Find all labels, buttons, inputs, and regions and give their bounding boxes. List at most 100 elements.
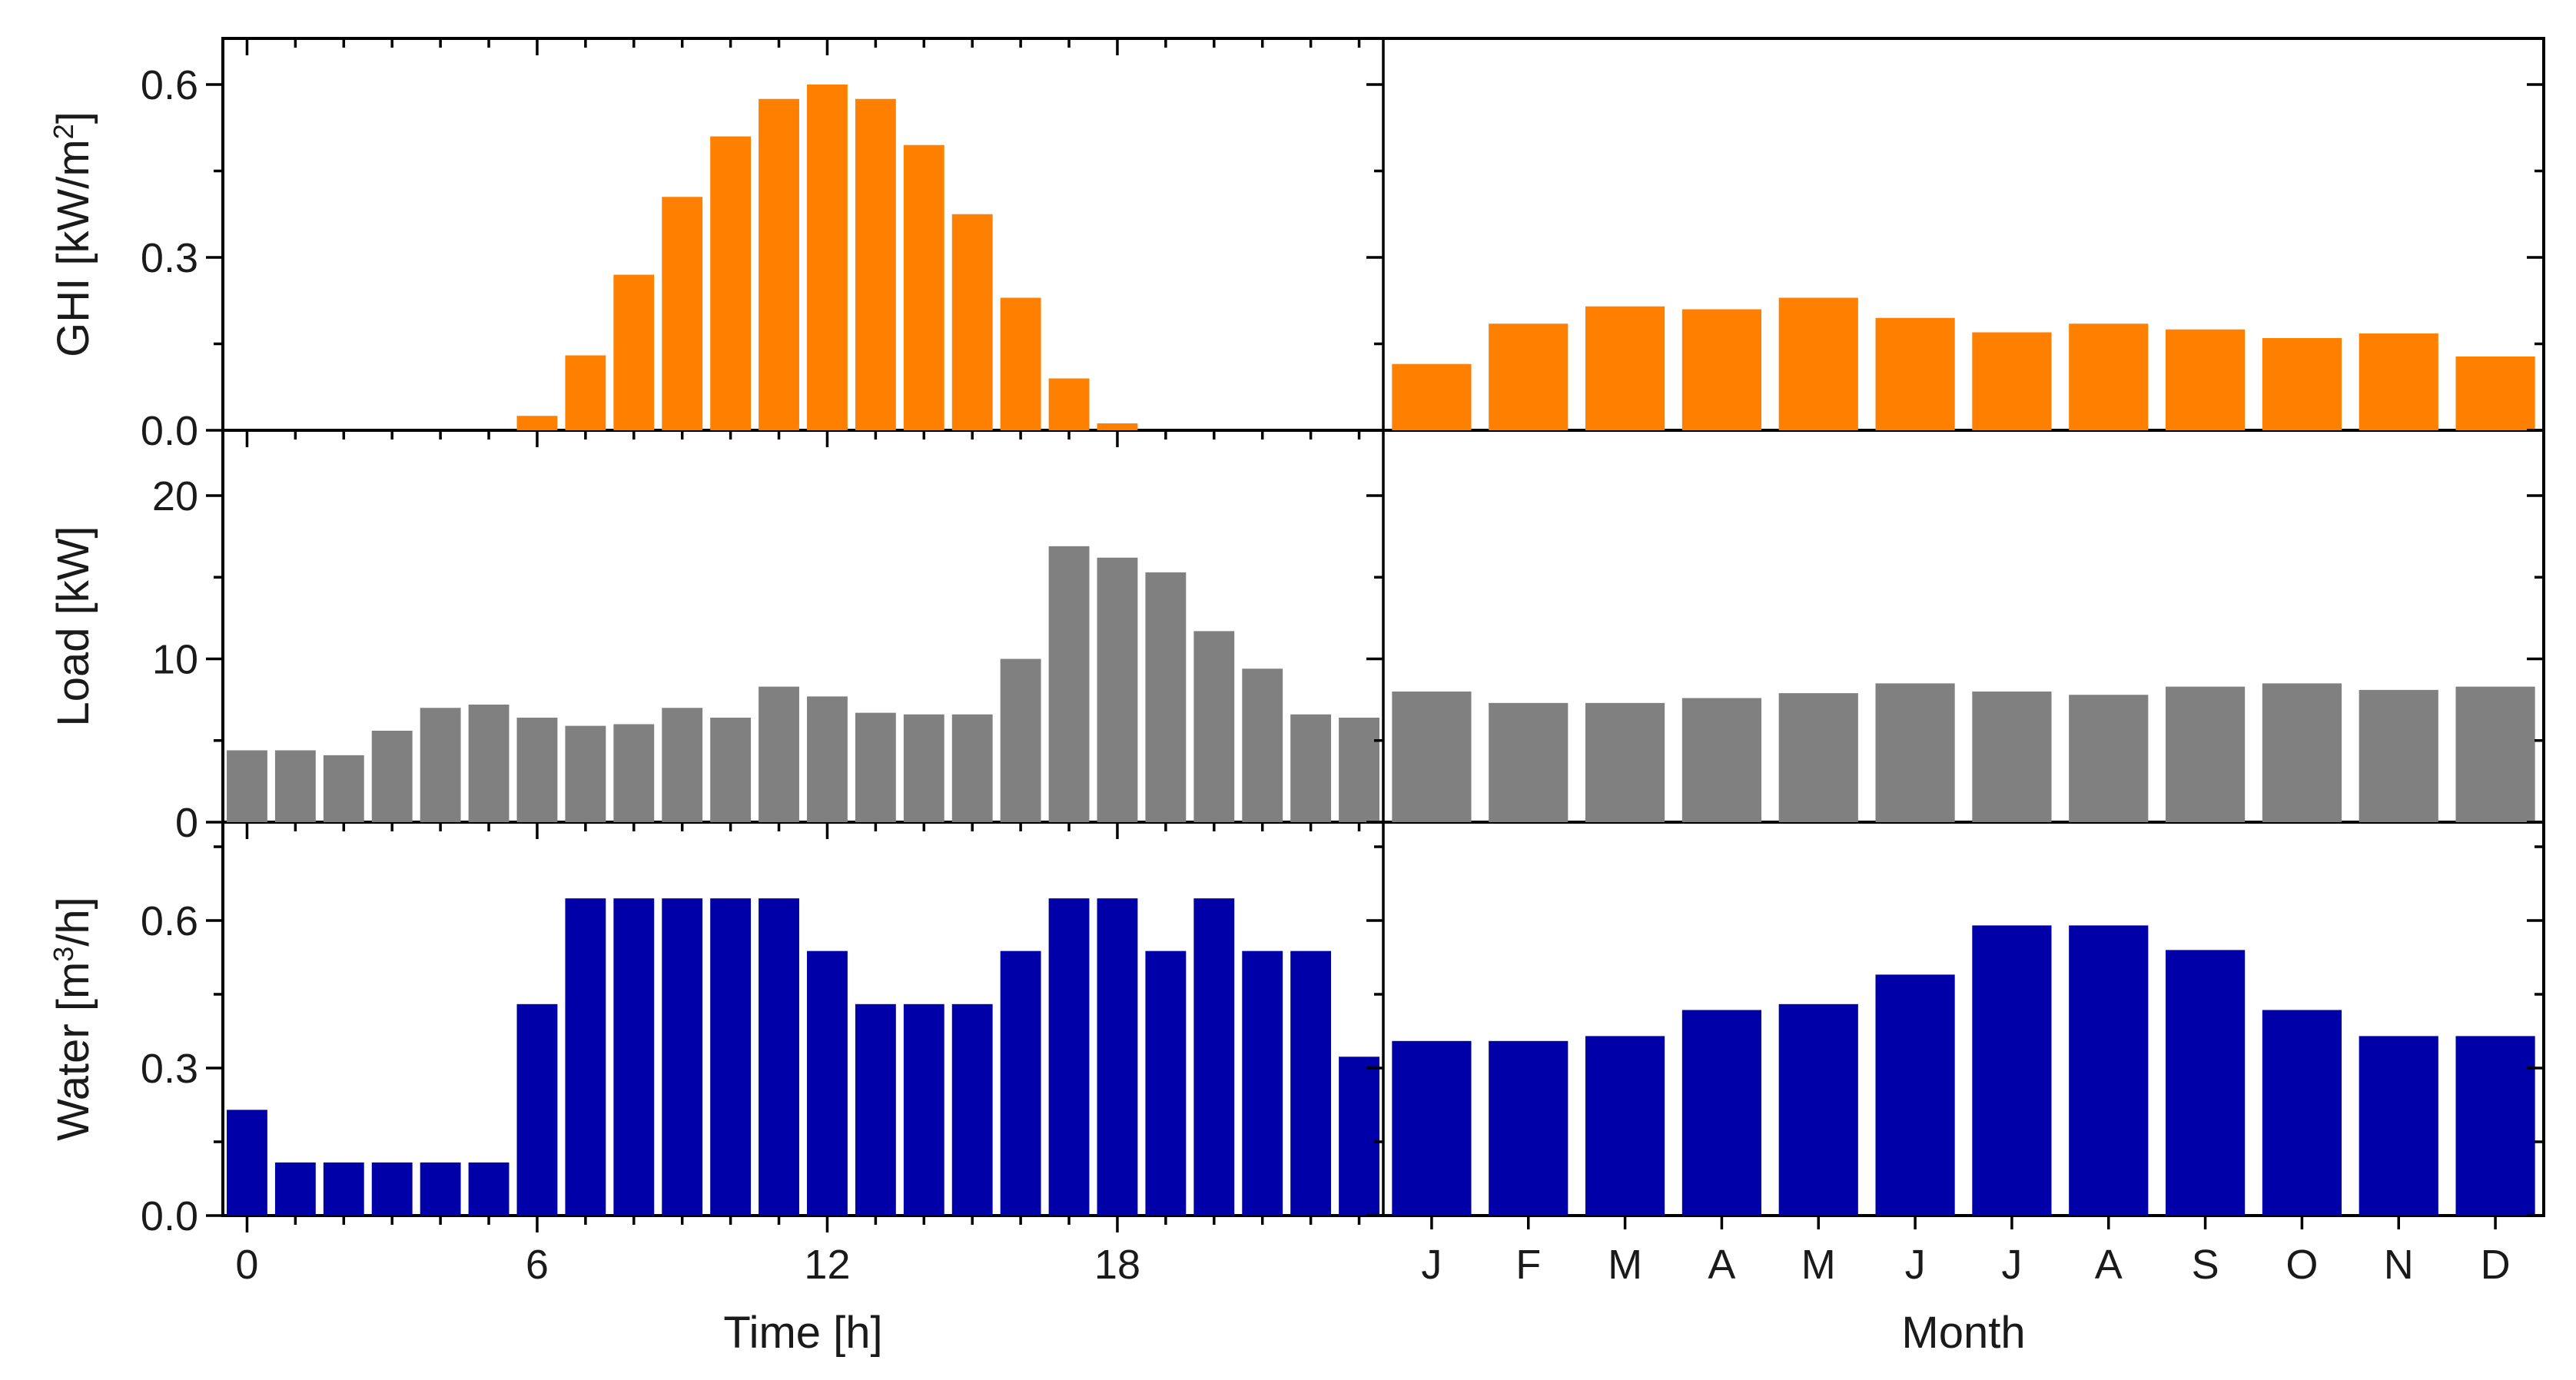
hourly-ghi-bar-11	[759, 98, 799, 430]
hourly-water-bar-10	[710, 898, 752, 1216]
hourly-load-bar-11	[759, 686, 799, 823]
hourly-water-ytick-label: 0.3	[141, 1046, 198, 1092]
hourly-load-bar-19	[1145, 572, 1187, 823]
monthly-water-xtick-label: J	[2001, 1242, 2022, 1288]
hourly-load-ytick-label: 10	[152, 637, 198, 683]
monthly-water-bar-10	[2359, 1036, 2438, 1216]
hourly-ghi-bar-17	[1048, 378, 1090, 430]
monthly-load-bar-6	[1972, 692, 2052, 822]
hourly-load-bar-13	[855, 712, 896, 823]
hourly-water-bar-19	[1145, 950, 1187, 1216]
monthly-water-bar-8	[2165, 950, 2246, 1216]
hourly-water-bar-18	[1097, 898, 1138, 1216]
hourly-load-bar-22	[1290, 714, 1332, 822]
hourly-load-bar-2	[323, 755, 364, 823]
monthly-load-bar-7	[2069, 695, 2149, 822]
hourly-ghi-bar-14	[903, 144, 944, 430]
monthly-water-bar-6	[1972, 925, 2052, 1216]
hourly-ghi-ylabel-sup: 2	[48, 124, 79, 139]
hourly-water-panel: 0.0 0.3 0.6 Water [m3/h] 0 6 12 18 Time [h]	[48, 822, 1383, 1358]
monthly-water-xtick-label: M	[1801, 1242, 1836, 1288]
hourly-load-bar-1	[274, 750, 316, 822]
hourly-load-bar-4	[420, 708, 461, 822]
hourly-water-ytick-label: 0.0	[141, 1193, 198, 1239]
hourly-ghi-ytick-label: 0.0	[141, 408, 198, 454]
monthly-water-bar-1	[1489, 1040, 1569, 1216]
hourly-load-bar-8	[613, 724, 655, 822]
hourly-load-bar-10	[710, 718, 752, 822]
hourly-water-xtick-label: 6	[526, 1242, 549, 1288]
hourly-ghi-bar-13	[855, 98, 896, 430]
monthly-ghi-bar-3	[1681, 309, 1761, 430]
monthly-water-xtick-label: A	[1708, 1242, 1735, 1288]
monthly-water-xlabel: Month	[1901, 1308, 2025, 1358]
monthly-water-bar-3	[1681, 1010, 1761, 1216]
hourly-ghi-bar-9	[662, 197, 703, 430]
hourly-water-bar-2	[323, 1162, 364, 1216]
hourly-load-bar-12	[807, 696, 848, 823]
hourly-ghi-bar-6	[516, 416, 558, 430]
monthly-load-bar-2	[1585, 702, 1665, 823]
hourly-water-bar-8	[613, 898, 655, 1216]
hourly-ghi-ylabel: GHI [kW/m2]	[48, 111, 99, 357]
monthly-ghi-bar-11	[2455, 357, 2535, 430]
monthly-water-xtick-label: D	[2481, 1242, 2511, 1288]
hourly-water-xtick-label: 18	[1094, 1242, 1140, 1288]
hourly-ghi-ytick-label: 0.6	[141, 62, 198, 108]
monthly-load-bar-11	[2455, 686, 2535, 823]
hourly-load-ytick-label: 0	[175, 800, 198, 846]
monthly-water-xtick-label: A	[2095, 1242, 2123, 1288]
monthly-ghi-bar-10	[2359, 333, 2438, 430]
hourly-load-bar-18	[1097, 557, 1138, 822]
hourly-ghi-bar-18	[1097, 423, 1138, 430]
monthly-ghi-bar-6	[1972, 332, 2052, 430]
hourly-load-bar-7	[565, 725, 606, 823]
monthly-water-xtick-label: O	[2286, 1242, 2318, 1288]
monthly-water-bar-2	[1585, 1036, 1665, 1216]
hourly-ghi-bar-12	[807, 85, 848, 430]
monthly-ghi-bar-2	[1585, 306, 1665, 430]
hourly-water-ylabel-sup: 3	[48, 947, 79, 962]
hourly-load-bar-0	[227, 750, 267, 822]
hourly-water-bar-9	[662, 898, 703, 1216]
hourly-water-ylabel-base: Water [m	[48, 962, 98, 1141]
monthly-ghi-bar-0	[1392, 363, 1472, 430]
hourly-load-bar-23	[1339, 718, 1379, 822]
hourly-water-bar-20	[1193, 898, 1235, 1216]
hourly-ghi-bar-10	[710, 136, 752, 430]
hourly-load-bar-20	[1193, 631, 1235, 823]
hourly-ghi-bar-16	[1000, 297, 1041, 430]
hourly-water-bar-13	[855, 1003, 896, 1216]
hourly-ghi-bar-8	[613, 274, 655, 430]
monthly-load-bar-4	[1778, 693, 1858, 823]
monthly-load-panel	[1392, 494, 2544, 824]
monthly-ghi-panel	[1392, 83, 2544, 432]
hourly-water-xtick-label: 12	[804, 1242, 850, 1288]
monthly-water-bar-7	[2069, 925, 2149, 1216]
hourly-ghi-bar-7	[565, 355, 606, 430]
monthly-ghi-bar-4	[1778, 297, 1858, 430]
monthly-water-xtick-label: M	[1608, 1242, 1642, 1288]
hourly-load-bar-5	[468, 705, 510, 822]
monthly-load-bar-3	[1681, 698, 1761, 822]
monthly-water-bar-4	[1778, 1003, 1858, 1216]
hourly-water-bar-15	[951, 1003, 993, 1216]
hourly-load-panel: 0 10 20 Load [kW]	[48, 430, 1383, 846]
monthly-water-bar-9	[2262, 1010, 2342, 1216]
hourly-water-bar-3	[371, 1162, 413, 1216]
hourly-water-bar-22	[1290, 950, 1332, 1216]
hourly-water-bar-5	[468, 1162, 510, 1216]
monthly-water-bar-5	[1875, 974, 1955, 1216]
hourly-water-bar-6	[516, 1003, 558, 1216]
hourly-water-ytick-label: 0.6	[141, 898, 198, 944]
monthly-load-bar-5	[1875, 683, 1955, 823]
monthly-load-bar-1	[1489, 702, 1569, 823]
hourly-water-bar-12	[807, 950, 848, 1216]
hourly-load-bar-6	[516, 718, 558, 822]
hourly-water-ylabel-end: /h]	[48, 897, 98, 947]
monthly-ghi-bar-5	[1875, 317, 1955, 430]
hourly-water-bar-21	[1242, 950, 1283, 1216]
hourly-water-bar-1	[274, 1162, 316, 1216]
